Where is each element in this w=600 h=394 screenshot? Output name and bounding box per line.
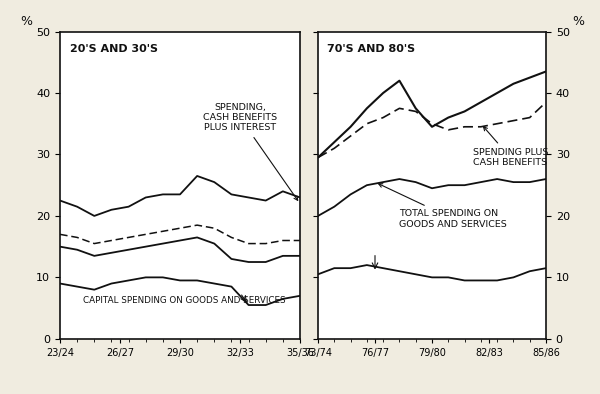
Text: SPENDING PLUS
CASH BENEFITS: SPENDING PLUS CASH BENEFITS [473, 127, 548, 167]
Text: TOTAL SPENDING ON
GOODS AND SERVICES: TOTAL SPENDING ON GOODS AND SERVICES [379, 184, 507, 229]
Text: %: % [20, 15, 32, 28]
Text: 70'S AND 80'S: 70'S AND 80'S [327, 44, 415, 54]
Text: SPENDING,
CASH BENEFITS
PLUS INTEREST: SPENDING, CASH BENEFITS PLUS INTEREST [203, 103, 298, 200]
Text: CAPITAL SPENDING ON GOODS AND SERVICES: CAPITAL SPENDING ON GOODS AND SERVICES [83, 296, 286, 305]
Text: 20'S AND 30'S: 20'S AND 30'S [70, 44, 158, 54]
Text: %: % [572, 15, 584, 28]
